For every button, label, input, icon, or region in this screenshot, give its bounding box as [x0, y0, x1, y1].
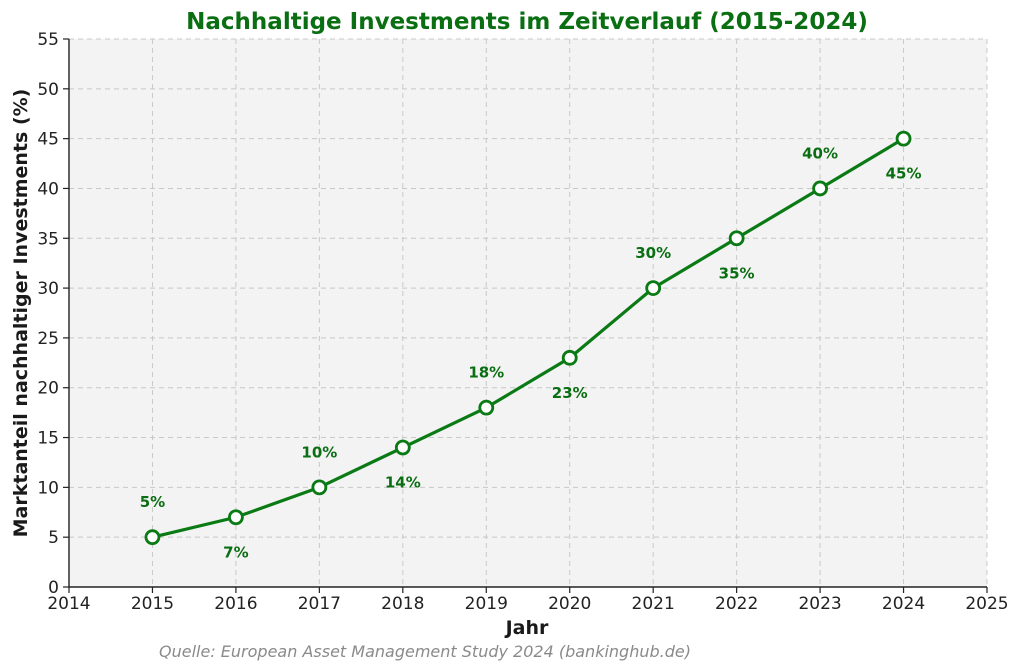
series-line	[152, 137, 905, 539]
data-label: 18%	[468, 364, 504, 382]
y-tick-label: 30	[37, 279, 59, 299]
grid	[68, 38, 988, 588]
y-axis-label: Marktanteil nachhaltiger Investments (%)	[10, 89, 32, 538]
y-tick-label: 55	[37, 30, 59, 50]
series-layer	[144, 130, 912, 546]
y-tick-label: 5	[48, 528, 59, 548]
data-label: 14%	[385, 474, 421, 492]
data-labels: 5% 7% 10% 14% 18% 23% 30% 35% 40% 45%	[140, 144, 922, 561]
y-tick-label: 10	[37, 478, 59, 498]
plot-area	[69, 39, 987, 587]
x-axis-ticks: 2014 2015 2016 2017 2018 2019 2020 2021 2022 2023…	[47, 587, 1009, 614]
data-label: 10%	[301, 443, 337, 461]
data-point	[645, 280, 662, 296]
x-tick-label: 2014	[47, 594, 90, 614]
data-label: 23%	[552, 384, 588, 402]
data-label: 45%	[886, 165, 922, 183]
data-point	[728, 230, 745, 247]
x-tick-label: 2023	[798, 594, 841, 614]
x-tick-label: 2019	[465, 594, 508, 614]
data-point	[895, 130, 912, 147]
y-tick-label: 15	[37, 429, 59, 449]
data-label: 35%	[719, 264, 755, 282]
data-point	[311, 479, 328, 496]
y-tick-label: 45	[37, 130, 59, 150]
x-tick-label: 2018	[381, 594, 424, 614]
x-tick-label: 2022	[715, 594, 758, 614]
x-tick-label: 2021	[632, 594, 675, 614]
data-point	[228, 509, 244, 526]
x-tick-label: 2016	[214, 594, 257, 614]
y-tick-label: 20	[37, 379, 59, 399]
y-axis-ticks: 0 5 10 15 20 25 30 35 40 45 50 55	[37, 30, 69, 598]
data-point	[478, 399, 495, 416]
y-tick-label: 40	[37, 179, 59, 199]
y-tick-label: 50	[37, 80, 59, 100]
x-tick-label: 2020	[548, 594, 591, 614]
data-label: 40%	[802, 144, 838, 162]
y-tick-label: 0	[48, 578, 59, 598]
data-point	[394, 439, 411, 456]
x-axis-label: Jahr	[504, 617, 549, 639]
data-label: 30%	[635, 244, 671, 262]
x-tick-label: 2015	[131, 594, 174, 614]
data-label: 5%	[140, 493, 165, 511]
data-point	[144, 529, 161, 546]
axes	[68, 39, 987, 588]
y-tick-label: 25	[37, 329, 59, 349]
y-tick-label: 35	[37, 229, 59, 249]
data-point	[812, 180, 828, 197]
x-tick-label: 2017	[298, 594, 341, 614]
x-tick-label: 2025	[965, 594, 1008, 614]
x-tick-label: 2024	[882, 594, 925, 614]
chart-title: Nachhaltige Investments im Zeitverlauf (…	[186, 9, 868, 35]
data-point	[561, 349, 578, 366]
data-label: 7%	[223, 543, 248, 561]
source-note: Quelle: European Asset Management Study …	[159, 642, 691, 661]
